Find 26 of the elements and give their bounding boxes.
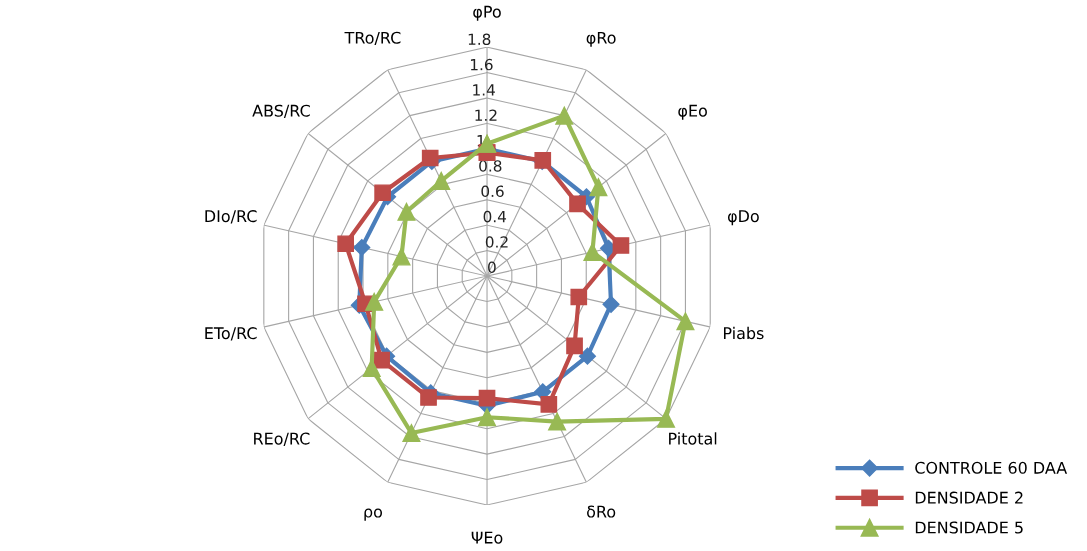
y-tick-label: 1.4 (473, 84, 495, 96)
legend-label: DENSIDADE 2 (915, 491, 1023, 504)
spoke-label: φPo (473, 5, 501, 21)
y-tick-label: 1.2 (475, 109, 497, 121)
y-tick-label: 1.6 (470, 58, 493, 71)
y-tick-label: 0.8 (479, 160, 502, 172)
y-tick-label: 0.6 (481, 185, 504, 198)
spoke-label: ΨEo (471, 531, 503, 544)
legend-label: DENSIDADE 5 (915, 521, 1023, 534)
spoke-label: Piabs (723, 326, 764, 340)
y-tick-label: 0.4 (483, 210, 507, 223)
spoke-label: ABS/RC (252, 104, 310, 118)
spoke-label: TRo/RC (344, 31, 401, 46)
spoke-label: Pitotal (669, 432, 717, 445)
spoke-label: δRo (587, 505, 616, 518)
spoke-label: ρo (364, 508, 383, 521)
y-tick-label: 1.8 (468, 33, 491, 46)
spoke-label: DIo/RC (205, 210, 257, 224)
spoke-label: φEo (678, 104, 707, 120)
legend-label: CONTROLE 60 DAA (915, 461, 1068, 474)
y-tick-label: 0.2 (485, 236, 508, 248)
spoke-label: ETo/RC (205, 327, 257, 341)
spoke-label: φDo (727, 210, 759, 226)
y-tick-label: 0 (488, 261, 496, 274)
spoke-label: REo/RC (254, 432, 310, 446)
spoke-label: φRo (586, 31, 616, 47)
